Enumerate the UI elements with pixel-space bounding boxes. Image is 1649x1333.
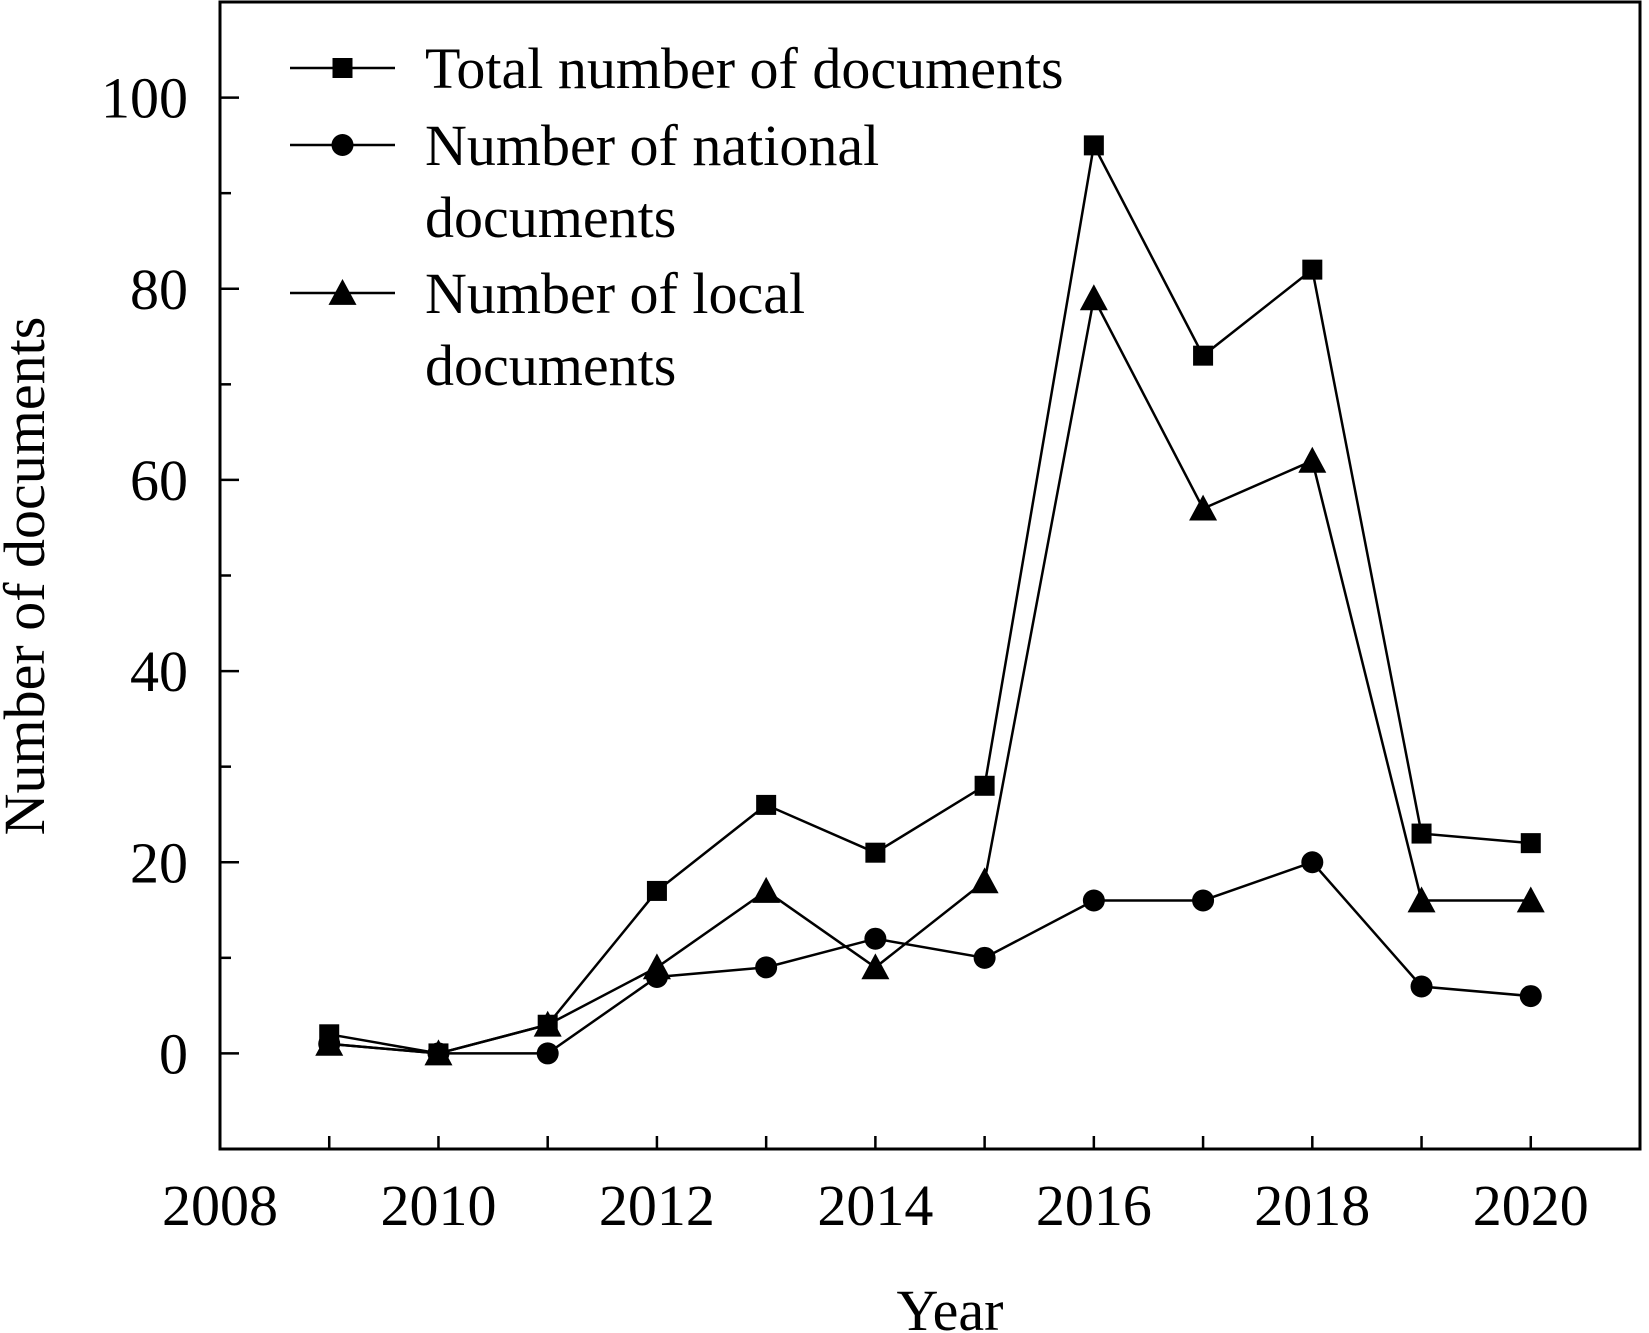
legend-item-triangle: Number of local documents [290, 261, 805, 398]
y-tick-label-80: 80 [130, 257, 188, 322]
data-point-circle-2015 [973, 946, 996, 969]
series-layer [315, 135, 1545, 1066]
legend-label-circle-line-2: documents [425, 185, 676, 250]
data-point-triangle-2018 [1298, 446, 1327, 473]
data-point-square-2020 [1520, 833, 1541, 854]
data-point-square-2016 [1083, 135, 1104, 156]
legend-label-triangle-line-2: documents [425, 333, 676, 398]
legend-marker-triangle [328, 279, 357, 305]
data-point-triangle-2012 [642, 953, 671, 980]
data-point-square-2019 [1411, 823, 1432, 844]
data-point-circle-2019 [1410, 975, 1433, 998]
data-point-triangle-2019 [1407, 886, 1436, 913]
x-tick-label-2016: 2016 [1036, 1173, 1152, 1238]
legend-label-circle-line-1: Number of national [425, 113, 879, 178]
y-axis-label: Number of documents [0, 317, 57, 836]
data-point-square-2012 [646, 880, 667, 901]
data-point-triangle-2014 [861, 953, 890, 980]
y-tick-label-20: 20 [130, 830, 188, 895]
y-tick-label-40: 40 [130, 639, 188, 704]
data-point-triangle-2017 [1189, 494, 1218, 521]
data-point-triangle-2016 [1079, 284, 1108, 311]
data-point-circle-2014 [864, 927, 887, 950]
series-circle [318, 851, 1542, 1065]
data-point-triangle-2011 [533, 1010, 562, 1037]
x-tick-label-2014: 2014 [817, 1173, 933, 1238]
data-point-square-2018 [1302, 259, 1323, 280]
data-point-triangle-2010 [424, 1039, 453, 1066]
data-point-circle-2011 [536, 1042, 559, 1065]
data-point-circle-2017 [1192, 889, 1215, 912]
data-point-triangle-2009 [315, 1029, 344, 1056]
x-axis-ticks: 2008 2010 2012 2014 2016 2018 2020 [162, 1136, 1589, 1238]
legend-label-triangle-line-1: Number of local [425, 261, 805, 326]
data-point-triangle-2020 [1516, 886, 1545, 913]
x-tick-label-2008: 2008 [162, 1173, 278, 1238]
x-tick-label-2012: 2012 [599, 1173, 715, 1238]
legend-marker-circle [331, 134, 354, 156]
data-point-square-2015 [974, 775, 995, 796]
data-point-triangle-2015 [970, 867, 999, 894]
legend-label-square-line-1: Total number of documents [425, 36, 1064, 101]
y-tick-label-0: 0 [159, 1021, 188, 1086]
y-tick-label-100: 100 [101, 66, 188, 131]
x-tick-label-2018: 2018 [1254, 1173, 1370, 1238]
legend: Total number of documents Number of natio… [290, 36, 1064, 398]
data-point-circle-2020 [1519, 985, 1542, 1008]
legend-item-circle: Number of national documents [290, 113, 879, 250]
data-point-triangle-2013 [752, 876, 781, 903]
series-line-triangle [329, 294, 1531, 1055]
data-point-square-2013 [756, 794, 777, 815]
series-triangle [315, 284, 1545, 1066]
y-tick-label-60: 60 [130, 448, 188, 513]
legend-item-square: Total number of documents [290, 36, 1064, 101]
data-point-square-2017 [1193, 345, 1214, 366]
x-tick-label-2020: 2020 [1473, 1173, 1589, 1238]
data-point-circle-2013 [755, 956, 778, 979]
data-point-circle-2018 [1301, 851, 1324, 874]
data-point-circle-2016 [1082, 889, 1105, 912]
y-axis-ticks: 0 20 40 60 80 100 [101, 66, 239, 1086]
legend-marker-square [332, 58, 353, 78]
x-tick-label-2010: 2010 [380, 1173, 496, 1238]
series-line-circle [329, 860, 1531, 1055]
data-point-square-2014 [865, 842, 886, 863]
x-axis-label: Year [897, 1278, 1004, 1333]
